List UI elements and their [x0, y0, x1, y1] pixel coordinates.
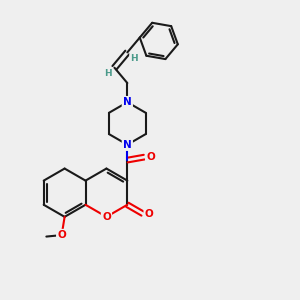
Text: O: O	[146, 152, 155, 162]
Text: O: O	[145, 208, 154, 219]
Text: N: N	[123, 140, 132, 150]
Text: H: H	[130, 54, 138, 63]
Text: O: O	[57, 230, 66, 240]
Text: O: O	[102, 212, 111, 222]
Text: N: N	[123, 97, 132, 107]
Text: H: H	[104, 69, 112, 78]
